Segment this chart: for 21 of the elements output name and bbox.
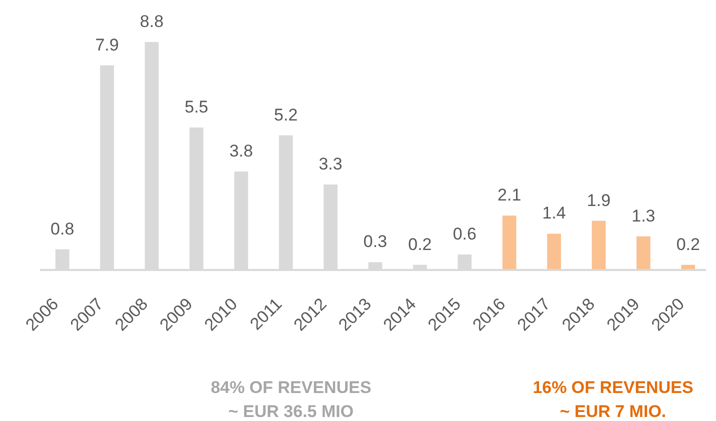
- data-label: 3.8: [229, 142, 253, 161]
- data-label: 3.3: [318, 154, 342, 174]
- data-label: 0.6: [452, 224, 476, 244]
- data-label: 5.2: [274, 105, 298, 124]
- bar: [547, 234, 561, 270]
- text: 84% OF REVENUES ~ EUR 36.5 MIO: [210, 378, 372, 421]
- data-label: 0.2: [408, 234, 432, 254]
- data-label: 1.9: [586, 190, 611, 210]
- text: 16% OF REVENUES ~ EUR 7 MIO.: [532, 378, 694, 421]
- data-label: 0.8: [50, 219, 74, 238]
- data-label: 0.3: [363, 232, 388, 252]
- bar: [636, 236, 650, 270]
- data-label: 7.9: [95, 35, 119, 54]
- data-label: 8.8: [140, 12, 164, 31]
- data-label: 1.4: [542, 204, 566, 223]
- bar: [592, 220, 606, 270]
- data-label: 2.1: [498, 186, 522, 205]
- data-label: 1.3: [632, 206, 656, 226]
- bar: [502, 216, 516, 270]
- data-label: 5.5: [184, 98, 208, 116]
- data-label: 0.2: [676, 234, 700, 254]
